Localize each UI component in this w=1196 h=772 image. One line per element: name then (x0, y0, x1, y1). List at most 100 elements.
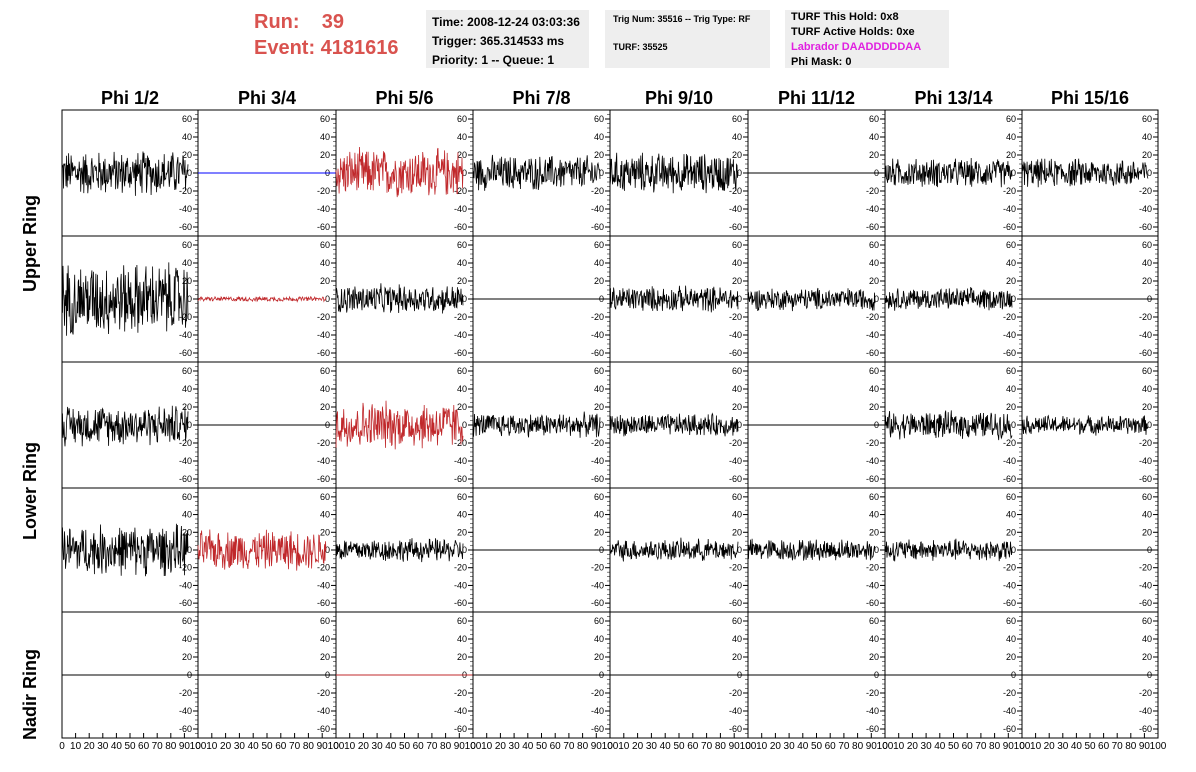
y-tick-label: -20 (454, 563, 467, 573)
y-tick-label: -20 (317, 563, 330, 573)
x-tick-label: 0 (745, 741, 751, 752)
y-tick-label: 0 (1147, 168, 1152, 178)
y-tick-label: 60 (1142, 114, 1152, 124)
phi-mask-label: Phi Mask: 0 (791, 56, 852, 68)
y-tick-label: -60 (454, 222, 467, 232)
y-tick-label: 40 (320, 510, 330, 520)
y-tick-label: 20 (732, 276, 742, 286)
y-tick-label: -60 (1139, 222, 1152, 232)
y-tick-label: -20 (1139, 438, 1152, 448)
y-tick-label: -60 (317, 222, 330, 232)
y-tick-label: 60 (732, 240, 742, 250)
x-tick-label: 80 (165, 741, 177, 752)
y-tick-label: 60 (182, 240, 192, 250)
y-tick-label: -60 (729, 598, 742, 608)
y-tick-label: 60 (320, 114, 330, 124)
y-tick-label: 60 (732, 366, 742, 376)
y-tick-label: -20 (1139, 312, 1152, 322)
x-tick-label: 80 (715, 741, 727, 752)
x-tick-label: 70 (701, 741, 713, 752)
y-tick-label: 40 (1006, 132, 1016, 142)
x-tick-label: 10 (344, 741, 356, 752)
y-tick-label: -20 (179, 688, 192, 698)
y-tick-label: -60 (866, 474, 879, 484)
y-tick-label: -40 (729, 456, 742, 466)
y-tick-label: -20 (179, 438, 192, 448)
y-tick-label: 20 (1142, 402, 1152, 412)
y-tick-label: 0 (187, 420, 192, 430)
y-tick-label: 20 (594, 276, 604, 286)
y-tick-label: -40 (591, 456, 604, 466)
y-tick-label: 60 (320, 492, 330, 502)
x-tick-label: 20 (220, 741, 232, 752)
y-tick-label: 0 (462, 420, 467, 430)
x-tick-label: 30 (1057, 741, 1069, 752)
x-tick-label: 100 (877, 741, 894, 752)
x-tick-label: 50 (261, 741, 273, 752)
waveform-line (1021, 158, 1149, 188)
y-tick-label: -20 (1003, 438, 1016, 448)
run-label: Run: 39 (254, 11, 345, 33)
column-header-phi-15-16: Phi 15/16 (1050, 88, 1130, 108)
y-tick-label: 0 (1011, 420, 1016, 430)
x-tick-label: 90 (179, 741, 191, 752)
column-header-phi-7-8: Phi 7/8 (512, 88, 571, 108)
y-tick-label: -60 (866, 724, 879, 734)
y-tick-label: -20 (729, 186, 742, 196)
time-info-box: Time: 2008-12-24 03:03:36 Trigger: 365.3… (426, 10, 589, 68)
x-tick-label: 100 (465, 741, 482, 752)
y-tick-label: 60 (320, 240, 330, 250)
y-tick-label: 0 (599, 168, 604, 178)
y-tick-label: -60 (1003, 474, 1016, 484)
y-tick-label: -40 (179, 204, 192, 214)
y-tick-label: -20 (317, 438, 330, 448)
waveform-line (747, 287, 876, 312)
y-tick-label: 0 (187, 294, 192, 304)
y-tick-label: -40 (591, 204, 604, 214)
x-tick-label: 0 (470, 741, 476, 752)
y-tick-label: -40 (1139, 456, 1152, 466)
x-tick-label: 80 (303, 741, 315, 752)
x-tick-label: 60 (550, 741, 562, 752)
column-header-phi-9-10: Phi 9/10 (644, 88, 714, 108)
y-tick-label: -60 (729, 724, 742, 734)
y-tick-label: -20 (729, 438, 742, 448)
x-tick-label: 50 (811, 741, 823, 752)
waveform-line (609, 537, 739, 562)
x-tick-label: 40 (1071, 741, 1083, 752)
waveform-line (61, 405, 189, 447)
y-tick-label: -20 (866, 688, 879, 698)
y-tick-label: -60 (179, 222, 192, 232)
y-tick-label: 20 (869, 652, 879, 662)
y-tick-label: -40 (1139, 580, 1152, 590)
x-tick-label: 100 (190, 741, 207, 752)
x-tick-label: 10 (481, 741, 493, 752)
y-tick-label: 60 (1006, 114, 1016, 124)
y-tick-label: 40 (869, 384, 879, 394)
y-tick-label: 20 (1142, 527, 1152, 537)
y-tick-label: -40 (179, 330, 192, 340)
y-tick-label: -60 (591, 598, 604, 608)
y-tick-label: -60 (317, 724, 330, 734)
y-tick-label: -60 (729, 222, 742, 232)
y-tick-label: -60 (179, 474, 192, 484)
x-tick-label: 0 (882, 741, 888, 752)
y-tick-label: 60 (182, 616, 192, 626)
column-header-phi-13-14: Phi 13/14 (914, 88, 993, 108)
x-tick-label: 0 (333, 741, 339, 752)
y-tick-label: -40 (179, 706, 192, 716)
y-tick-label: -20 (1139, 563, 1152, 573)
y-tick-label: -40 (317, 706, 330, 716)
y-tick-label: -60 (1139, 474, 1152, 484)
y-tick-label: -20 (729, 563, 742, 573)
y-tick-label: -20 (591, 186, 604, 196)
x-tick-label: 80 (577, 741, 589, 752)
y-tick-label: 0 (874, 545, 879, 555)
y-tick-label: 20 (1006, 402, 1016, 412)
x-tick-label: 10 (756, 741, 768, 752)
waveform-line (472, 154, 601, 191)
trigger-label: Trigger: 365.314533 ms (432, 34, 565, 48)
y-tick-label: -40 (1003, 204, 1016, 214)
y-tick-label: -60 (1139, 724, 1152, 734)
y-tick-label: -40 (1139, 204, 1152, 214)
